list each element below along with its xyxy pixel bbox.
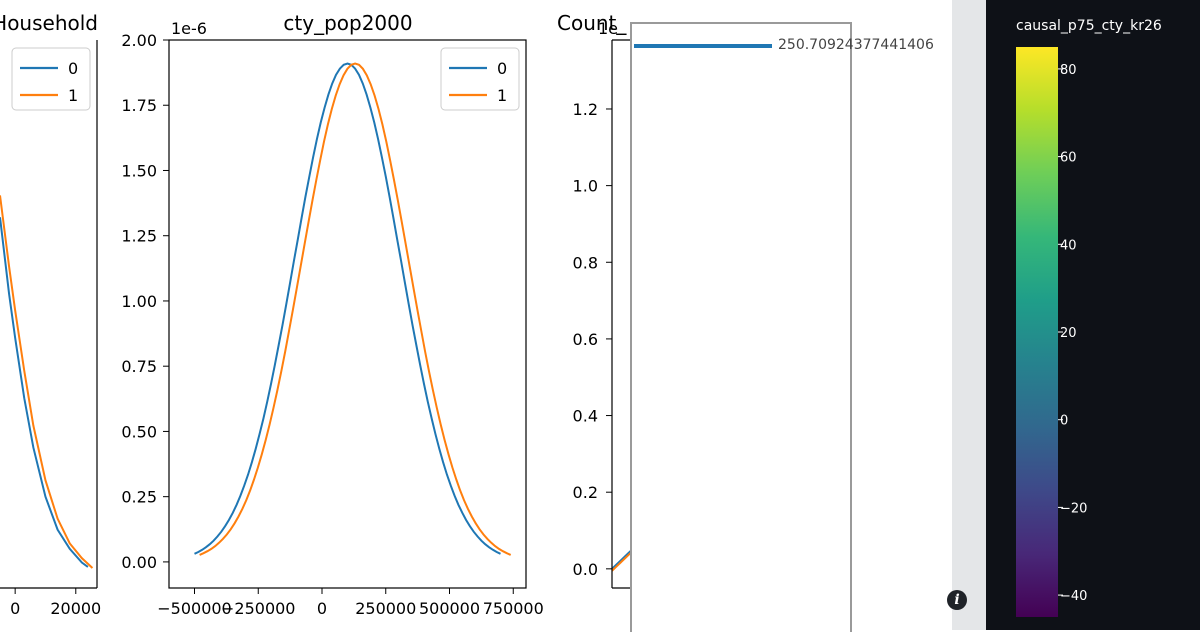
series-line bbox=[0, 217, 89, 568]
series-line bbox=[194, 62, 501, 555]
y-tick-label: 0.0 bbox=[573, 560, 598, 579]
series-line bbox=[611, 548, 633, 570]
y-tick-label: 1.2 bbox=[573, 100, 598, 119]
y-tick-label: 2.00 bbox=[121, 31, 157, 50]
y-tick-label: 1.25 bbox=[121, 227, 157, 246]
x-tick-label: 750000 bbox=[483, 599, 544, 618]
tooltip-value: 250.70924377441406 bbox=[778, 37, 934, 53]
y-tick-label: 0.2 bbox=[573, 483, 598, 502]
legend-entry: 0 bbox=[68, 59, 78, 78]
chart-cty-pop2000: cty_pop2000 1e-6 −500000−250000 0 250000 50… bbox=[121, 11, 543, 618]
y-tick-label: 0.75 bbox=[121, 357, 157, 376]
colorbar-panel bbox=[986, 0, 1200, 630]
legend-entry: 0 bbox=[497, 59, 507, 78]
series-line bbox=[199, 62, 512, 556]
legend-frame bbox=[440, 47, 520, 111]
chart-title: SpeakingHousehold bbox=[0, 11, 98, 35]
y-tick-label: 0.6 bbox=[573, 330, 598, 349]
chart-title: cty_pop2000 bbox=[283, 11, 412, 35]
x-tick-label: −500000 bbox=[157, 599, 231, 618]
colorbar-title: causal_p75_cty_kr26 bbox=[1016, 18, 1162, 34]
y-tick-label: 0.8 bbox=[573, 253, 598, 272]
chart-title: Count_ bbox=[557, 11, 627, 35]
tooltip-overlay bbox=[630, 22, 852, 632]
x-tick-label: 250000 bbox=[355, 599, 416, 618]
legend: 01 bbox=[440, 47, 520, 111]
info-icon[interactable]: i bbox=[947, 590, 967, 610]
legend: 01 bbox=[11, 47, 91, 111]
y-tick-label: 1.75 bbox=[121, 96, 157, 115]
legend-entry: 1 bbox=[68, 86, 78, 105]
map-edge bbox=[952, 0, 986, 630]
x-tick-label: 0 bbox=[10, 599, 20, 618]
y-scale-label: 1e bbox=[598, 19, 618, 38]
legend-entry: 1 bbox=[497, 86, 507, 105]
y-tick-label: 0.50 bbox=[121, 422, 157, 441]
x-tick-label: −250000 bbox=[221, 599, 295, 618]
series-line bbox=[611, 550, 633, 572]
y-tick-label: 0.25 bbox=[121, 488, 157, 507]
series-line bbox=[0, 195, 94, 569]
legend-frame bbox=[11, 47, 91, 111]
y-tick-label: 0.00 bbox=[121, 553, 157, 572]
y-scale-label: 1e-6 bbox=[171, 19, 207, 38]
chart-count: Count_ 1e 0.0 0.2 0.4 0.6 0.8 1.0 1.2 bbox=[557, 11, 633, 589]
axes-frame bbox=[168, 39, 527, 589]
x-tick-label: 500000 bbox=[419, 599, 480, 618]
y-tick-label: 1.0 bbox=[573, 177, 598, 196]
y-tick-label: 0.4 bbox=[573, 407, 598, 426]
y-tick-label: 1.00 bbox=[121, 292, 157, 311]
x-tick-label: 0 bbox=[317, 599, 327, 618]
y-tick-label: 1.50 bbox=[121, 161, 157, 180]
x-tick-label: 20000 bbox=[50, 599, 101, 618]
